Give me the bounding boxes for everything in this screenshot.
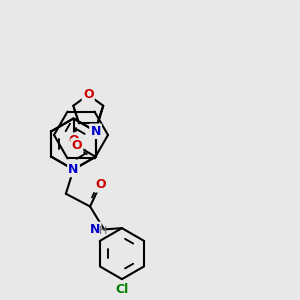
- Text: O: O: [95, 178, 106, 191]
- Text: N: N: [90, 223, 101, 236]
- Text: H: H: [99, 226, 107, 236]
- Text: N: N: [68, 163, 79, 176]
- Text: Cl: Cl: [115, 283, 129, 296]
- Text: O: O: [68, 134, 79, 147]
- Text: O: O: [71, 140, 82, 152]
- Text: O: O: [83, 88, 94, 101]
- Text: N: N: [90, 125, 101, 138]
